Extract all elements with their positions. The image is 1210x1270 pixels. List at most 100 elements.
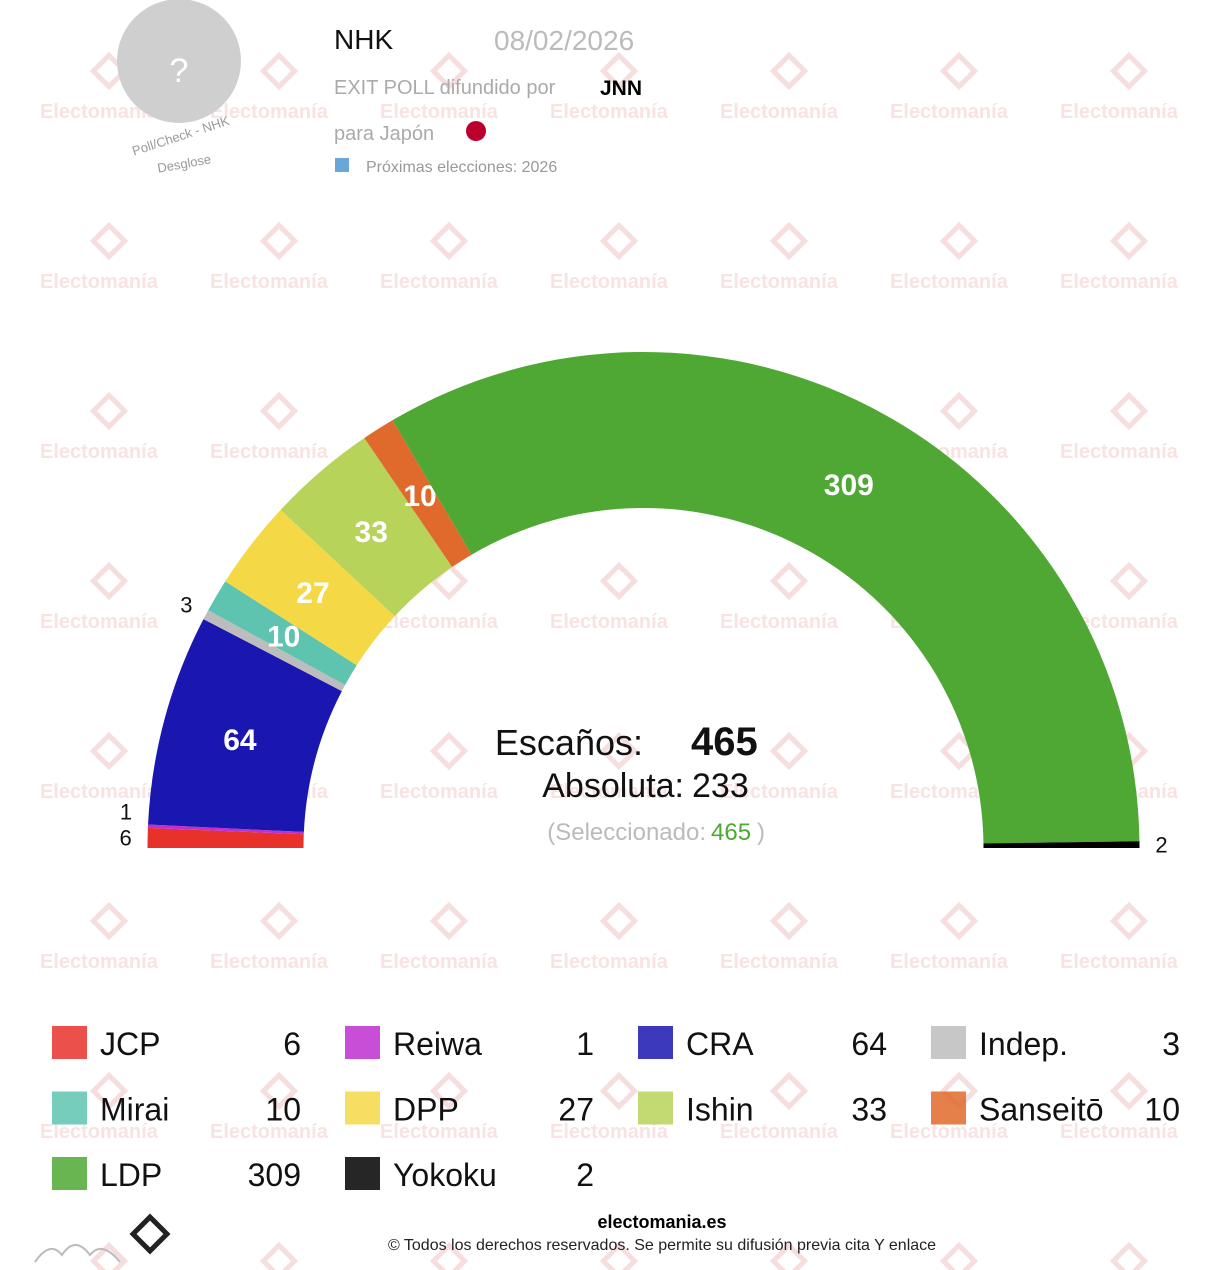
legend-name: DPP — [393, 1092, 459, 1128]
legend-icon — [931, 1091, 966, 1125]
watermark-logo — [599, 561, 639, 601]
pollster: NHK — [334, 24, 393, 55]
footer-rights: © Todos los derechos reservados. Se perm… — [388, 1237, 936, 1254]
watermark-logo — [599, 731, 639, 771]
seat-segment — [225, 509, 395, 666]
watermark-text: Electomanía — [380, 1121, 499, 1143]
selected: 465 — [711, 819, 751, 846]
legend-name: Ishin — [686, 1092, 754, 1128]
watermark-text: Electomanía — [720, 951, 839, 973]
watermark-text: Electomanía — [40, 781, 159, 803]
majority: 233 — [692, 767, 749, 805]
watermark-logo — [429, 221, 469, 261]
country: para Japón — [334, 123, 434, 145]
legend-name: Sanseitō — [979, 1092, 1104, 1128]
legend-name: CRA — [686, 1026, 754, 1062]
exit-poll: EXIT POLL difundido por — [334, 77, 556, 99]
date: 08/02/2026 — [494, 25, 634, 56]
watermark-text: Electomanía — [1060, 1121, 1179, 1143]
watermark-logo — [1109, 51, 1149, 91]
seat-segment — [364, 420, 472, 567]
legend-value: 309 — [248, 1157, 301, 1193]
watermark-logo — [769, 561, 809, 601]
total: 465 — [691, 720, 758, 764]
watermark-logo — [769, 1071, 809, 1111]
watermark-text: Electomanía — [380, 951, 499, 973]
avatar-mark: ? — [170, 52, 189, 90]
watermark-logo — [1109, 561, 1149, 601]
value-label: 33 — [355, 516, 388, 549]
watermark-logo — [259, 51, 299, 91]
footer-logo-wave — [34, 1244, 121, 1263]
watermark-text: Electomanía — [210, 1121, 329, 1143]
watermark-logo — [769, 731, 809, 771]
legend-value: 10 — [265, 1092, 301, 1128]
watermark-text: Electomanía — [550, 781, 669, 803]
seat-segment — [392, 351, 1140, 844]
watermark-logo — [939, 901, 979, 941]
watermark-text: Electomanía — [40, 611, 159, 633]
watermark-text: Electomanía — [1060, 441, 1179, 463]
watermark-logo — [89, 731, 129, 771]
value-label: 3 — [180, 592, 192, 617]
next-elections: Próximas elecciones: 2026 — [366, 159, 557, 176]
legend-name: Reiwa — [393, 1026, 482, 1062]
watermark-logo — [429, 1241, 469, 1270]
watermark-text: Electomanía — [40, 271, 159, 293]
watermark-text: Electomanía — [550, 611, 669, 633]
legend-icon — [931, 1026, 966, 1059]
total-label: Escaños: — [495, 722, 643, 763]
watermark-logo — [89, 51, 129, 91]
legend-name: Yokoku — [393, 1157, 497, 1193]
legend-value: 2 — [576, 1157, 594, 1193]
legend-icon — [638, 1026, 673, 1059]
watermark-text: Electomanía — [550, 1121, 669, 1143]
value-label: 27 — [296, 577, 329, 610]
watermark-logo — [89, 391, 129, 431]
value-label: 64 — [223, 724, 257, 757]
watermark-logo — [1109, 901, 1149, 941]
legend-value: 1 — [576, 1026, 594, 1062]
avatar — [117, 0, 241, 123]
watermark-logo — [599, 901, 639, 941]
legend-name: Mirai — [100, 1092, 169, 1128]
watermark-logo — [1109, 1071, 1149, 1111]
watermark-logo — [769, 1241, 809, 1270]
legend-name: LDP — [100, 1157, 162, 1193]
watermark-logo — [769, 901, 809, 941]
curve-bottom: Desglose — [156, 151, 212, 175]
legend-icon — [52, 1157, 87, 1190]
watermark-text: Electomanía — [720, 1121, 839, 1143]
seat-segment — [208, 581, 357, 686]
watermark-text: Electomanía — [210, 101, 329, 123]
watermark-logo — [939, 391, 979, 431]
watermark-text: Electomanía — [210, 951, 329, 973]
watermark-logo — [1109, 391, 1149, 431]
watermark-logo — [89, 1241, 129, 1270]
watermark-logo — [429, 1071, 469, 1111]
watermark-logo — [259, 391, 299, 431]
watermark-text: Electomanía — [720, 611, 839, 633]
watermark-text: Electomanía — [890, 951, 1009, 973]
watermark-logo — [599, 1071, 639, 1111]
watermark-logo — [259, 221, 299, 261]
seat-segment — [280, 438, 453, 617]
watermark-logo — [429, 901, 469, 941]
watermark-logo — [939, 731, 979, 771]
watermark-logo — [939, 51, 979, 91]
watermark-text: Electomanía — [1060, 951, 1179, 973]
media: JNN — [600, 77, 642, 100]
selected-label: (Seleccionado: — [547, 819, 706, 846]
watermark-text: Electomanía — [210, 271, 329, 293]
legend-value: 27 — [558, 1092, 594, 1128]
watermark-text: Electomanía — [380, 101, 499, 123]
watermark-logo — [939, 1241, 979, 1270]
legend-value: 33 — [851, 1092, 887, 1128]
watermark-text: Electomanía — [380, 781, 499, 803]
watermark-text: Electomanía — [720, 271, 839, 293]
value-label: 2 — [1155, 833, 1167, 858]
value-label: 10 — [267, 620, 300, 653]
watermark-logo — [259, 1241, 299, 1270]
watermark-text: Electomanía — [40, 101, 159, 123]
